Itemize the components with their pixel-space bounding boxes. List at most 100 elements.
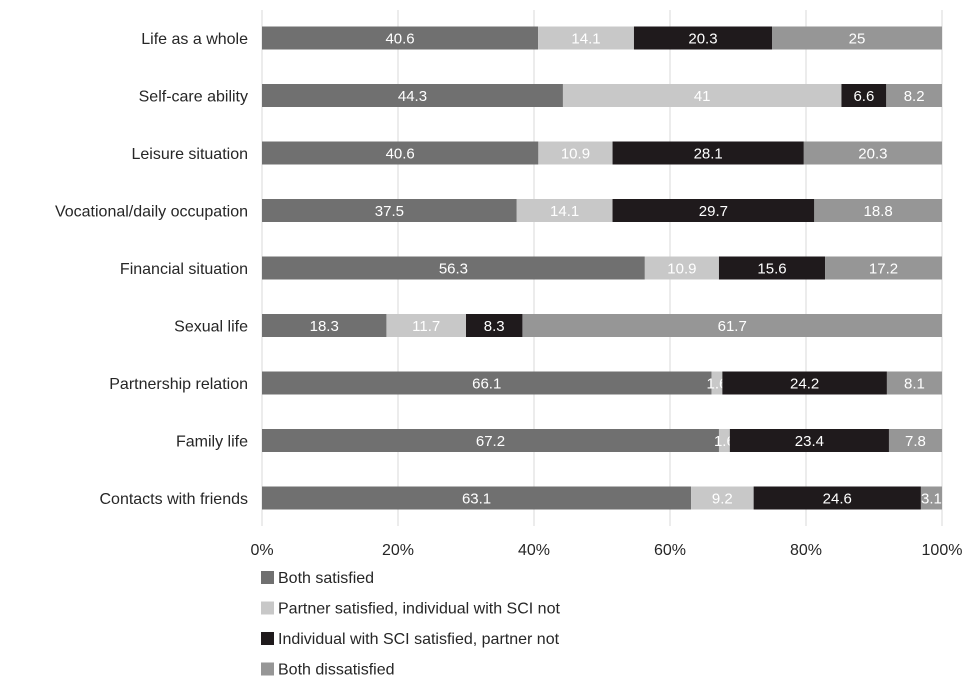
x-tick-label: 60% [654,542,686,559]
bar-segment [888,429,942,452]
bar-segment [466,314,523,337]
data-label: 17.2 [869,261,898,278]
x-tick-labels: 0% 20% 40% 60% 80% 100% [250,542,962,559]
category-label: Leisure situation [131,146,248,163]
data-label: 24.2 [790,376,819,393]
bar-segment [772,26,942,50]
bar-segment [522,314,942,337]
data-label: 11.7 [412,318,440,335]
bar-segment [886,84,942,107]
data-label: 15.6 [757,261,786,278]
data-label: 40.6 [385,31,414,48]
legend-swatch [261,632,274,645]
category-labels: Life as a whole Self-care ability Leisure … [55,31,248,508]
legend-item: Both satisfied [261,570,374,587]
x-tick-label: 20% [382,542,414,559]
bar-segment [718,256,826,280]
data-label: 3.1 [921,491,942,508]
data-label: 8.1 [904,376,925,393]
category-label: Partnership relation [109,376,248,393]
legend-label: Both dissatisfied [278,662,395,679]
bar-segment [718,429,730,452]
data-label: 20.3 [688,31,717,48]
data-label: 24.6 [823,491,852,508]
legend-label: Both satisfied [278,570,374,587]
legend-label: Partner satisfied, individual with SCI n… [278,601,560,618]
legend-item: Partner satisfied, individual with SCI n… [261,601,560,618]
data-label: 14.1 [550,203,579,220]
category-label: Life as a whole [141,31,248,48]
data-label: 18.8 [864,203,893,220]
x-tick-label: 80% [790,542,822,559]
bar-segment [803,141,942,165]
bar-segment [644,256,719,280]
x-tick-label: 100% [922,542,963,559]
bar-segment [814,199,942,222]
legend-item: Both dissatisfied [261,662,395,679]
bar-segment [729,429,889,452]
data-label: 9.2 [712,491,733,508]
legend-item: Individual with SCI satisfied, partner n… [261,631,560,648]
category-label: Family life [176,434,248,451]
bar-segment [711,371,723,395]
data-label: 44.3 [398,88,427,105]
bar-segment [262,141,539,165]
category-label: Sexual life [174,319,248,336]
bar-segment [262,84,563,107]
data-label: 67.2 [476,433,505,450]
category-label: Financial situation [120,261,248,278]
bar-segment [722,371,887,395]
x-tick-label: 40% [518,542,550,559]
bar-segment [262,371,712,395]
data-label: 41 [694,88,711,105]
bar-segment [516,199,613,222]
bar-segment [538,141,613,165]
data-label: 1.6 [714,433,735,450]
data-label: 8.2 [904,88,925,105]
data-label: 28.1 [694,146,723,163]
bar-segment [262,199,517,222]
data-label: 63.1 [462,491,491,508]
bar-segment [633,26,772,50]
bar-segment [825,256,942,280]
legend-swatch [261,571,274,584]
bar-segment [538,26,634,50]
bar-segment [386,314,466,337]
bar-segment [262,256,645,280]
bar-segment [262,26,539,50]
data-label: 40.6 [386,146,415,163]
category-label: Contacts with friends [99,491,248,508]
bar-segment [262,486,692,510]
data-label: 14.1 [571,31,600,48]
data-label: 66.1 [472,376,501,393]
data-label: 10.9 [667,261,696,278]
legend-swatch [261,662,274,676]
bar-segment [886,371,942,395]
bars: 40.6 14.1 20.3 25 44.3 41 6.6 8.2 40.6 10.9 28.1 20… [262,26,942,510]
bar-segment [612,141,804,165]
data-label: 23.4 [795,433,824,450]
bar-segment [841,84,887,107]
bar-segment [562,84,842,107]
bar-segment [262,429,719,452]
legend-swatch [261,601,274,615]
bar-segment [753,486,921,510]
data-label: 56.3 [439,261,468,278]
x-tick-label: 0% [250,542,273,559]
category-label: Vocational/daily occupation [55,204,248,221]
data-label: 8.3 [484,318,505,335]
data-label: 20.3 [858,146,887,163]
data-label: 1.6 [706,376,727,393]
data-label: 29.7 [699,203,728,220]
bar-segment [262,314,387,337]
data-label: 7.8 [905,433,926,450]
bar-segment [612,199,815,222]
data-label: 10.9 [561,146,590,163]
data-label: 25 [849,31,866,48]
data-label: 37.5 [375,203,404,220]
bar-segment [691,486,754,510]
data-label: 18.3 [310,318,339,335]
bar-segment [920,486,942,510]
data-label: 6.6 [853,88,874,105]
